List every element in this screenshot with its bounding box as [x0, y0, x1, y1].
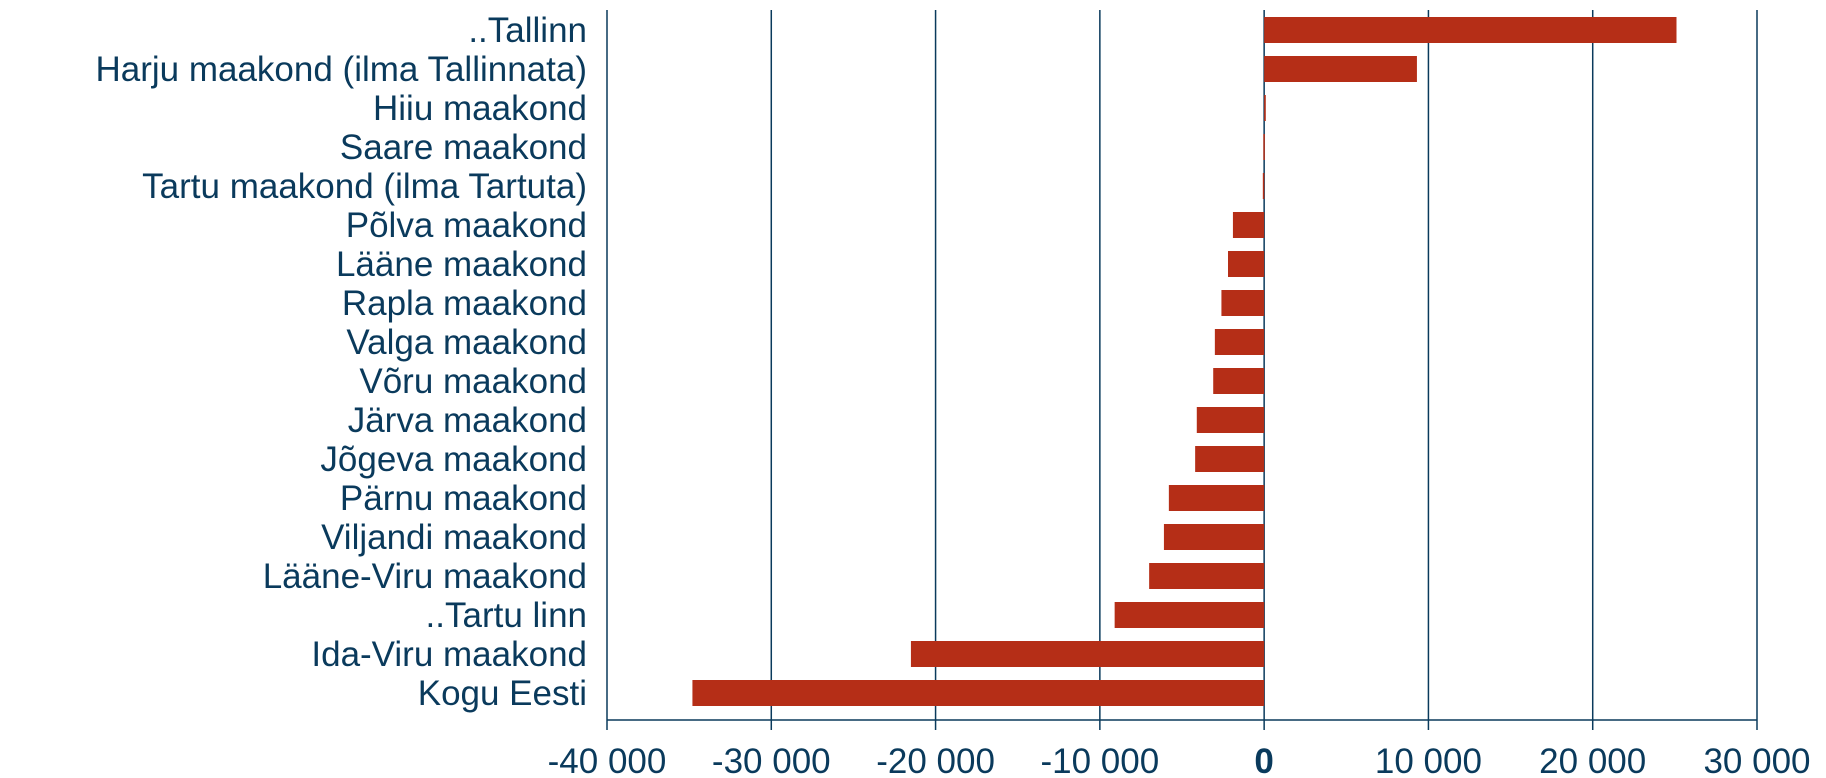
bar: [1149, 563, 1265, 589]
x-tick-labels: -40 000 -30 000 -20 000 -10 000 0 10 000 20 00…: [548, 720, 1811, 778]
category-label: Ida-Viru maakond: [311, 635, 587, 674]
bars: [692, 17, 1677, 706]
x-tick-label: 0: [1254, 742, 1273, 778]
category-label: Võru maakond: [359, 362, 587, 401]
x-tick-label: 30 000: [1703, 742, 1810, 778]
category-label: Tartu maakond (ilma Tartuta): [142, 167, 587, 206]
x-tick-label: 10 000: [1375, 742, 1482, 778]
category-label: Valga maakond: [346, 323, 587, 362]
category-label: Viljandi maakond: [321, 518, 587, 557]
category-label: ..Tallinn: [468, 11, 587, 50]
bar: [1221, 290, 1265, 316]
category-label: Pärnu maakond: [340, 479, 587, 518]
bar: [1228, 251, 1265, 277]
category-label: Lääne-Viru maakond: [263, 557, 587, 596]
grid-lines: [606, 10, 1758, 721]
bar: [1264, 17, 1677, 43]
x-tick-label: -20 000: [876, 742, 995, 778]
category-label: Jõgeva maakond: [320, 440, 587, 479]
category-label: Kogu Eesti: [418, 674, 587, 713]
bar: [910, 641, 1265, 667]
bar: [1163, 524, 1265, 550]
x-tick-label: -40 000: [548, 742, 667, 778]
bar: [1263, 134, 1265, 160]
category-label: Rapla maakond: [342, 284, 587, 323]
category-label: Saare maakond: [340, 128, 587, 167]
category-label: ..Tartu linn: [426, 596, 587, 635]
bar: [1264, 56, 1417, 82]
bar: [1196, 407, 1265, 433]
category-label: Hiiu maakond: [373, 89, 587, 128]
bar: [1114, 602, 1265, 628]
bar: [1262, 173, 1265, 199]
category-label: Järva maakond: [348, 401, 587, 440]
x-tick-label: 20 000: [1539, 742, 1646, 778]
category-label: Põlva maakond: [346, 206, 587, 245]
bar: [1232, 212, 1265, 238]
bar: [1195, 446, 1265, 472]
bar: [1213, 368, 1265, 394]
bar: [1214, 329, 1265, 355]
x-tick-label: -10 000: [1040, 742, 1159, 778]
category-label: Lääne maakond: [336, 245, 587, 284]
bar: [1264, 95, 1266, 121]
category-label: Harju maakond (ilma Tallinnata): [95, 50, 587, 89]
bar: [692, 680, 1265, 706]
bar: [1168, 485, 1265, 511]
x-tick-label: -30 000: [712, 742, 831, 778]
